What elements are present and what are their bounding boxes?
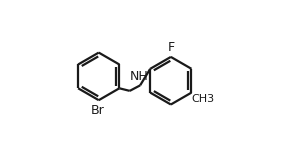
Text: NH: NH <box>130 70 149 82</box>
Text: Br: Br <box>91 105 105 117</box>
Text: CH3: CH3 <box>191 94 214 104</box>
Text: F: F <box>168 41 175 54</box>
